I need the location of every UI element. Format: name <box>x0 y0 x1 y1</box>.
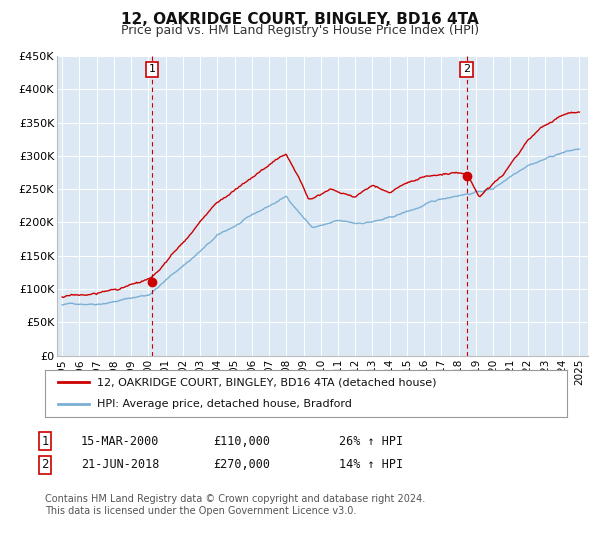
Text: 12, OAKRIDGE COURT, BINGLEY, BD16 4TA (detached house): 12, OAKRIDGE COURT, BINGLEY, BD16 4TA (d… <box>97 377 437 388</box>
Text: Price paid vs. HM Land Registry's House Price Index (HPI): Price paid vs. HM Land Registry's House … <box>121 24 479 37</box>
Text: Contains HM Land Registry data © Crown copyright and database right 2024.
This d: Contains HM Land Registry data © Crown c… <box>45 494 425 516</box>
Text: £270,000: £270,000 <box>213 458 270 472</box>
Text: 1: 1 <box>148 64 155 74</box>
Text: 2: 2 <box>41 458 49 472</box>
Text: 14% ↑ HPI: 14% ↑ HPI <box>339 458 403 472</box>
Text: 12, OAKRIDGE COURT, BINGLEY, BD16 4TA: 12, OAKRIDGE COURT, BINGLEY, BD16 4TA <box>121 12 479 27</box>
Text: 2: 2 <box>463 64 470 74</box>
Text: 1: 1 <box>41 435 49 448</box>
Text: 26% ↑ HPI: 26% ↑ HPI <box>339 435 403 448</box>
Text: HPI: Average price, detached house, Bradford: HPI: Average price, detached house, Brad… <box>97 399 352 409</box>
Text: £110,000: £110,000 <box>213 435 270 448</box>
Text: 21-JUN-2018: 21-JUN-2018 <box>81 458 160 472</box>
Text: 15-MAR-2000: 15-MAR-2000 <box>81 435 160 448</box>
